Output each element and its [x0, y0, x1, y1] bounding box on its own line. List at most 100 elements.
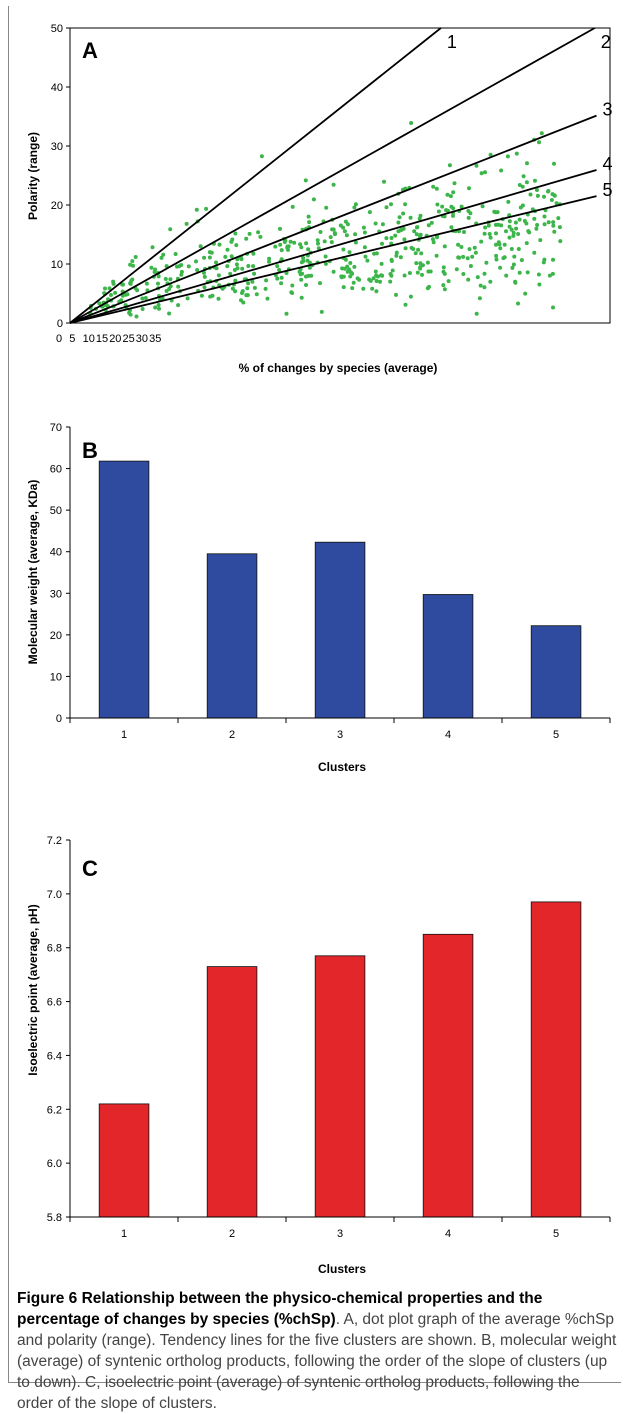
panel-b-letter: B — [82, 438, 98, 463]
panel-a-point — [513, 279, 518, 284]
panel-a-point — [240, 291, 244, 295]
panel-a-y-tick-label: 40 — [51, 82, 63, 94]
panel-a-point — [365, 258, 370, 263]
panel-a-point — [223, 254, 228, 259]
panel-a-point — [479, 239, 484, 244]
panel-b-y-tick-label: 10 — [50, 671, 62, 683]
panel-a-point — [418, 265, 423, 270]
panel-b-bar — [314, 541, 366, 719]
panel-a-point — [204, 206, 209, 211]
panel-a-point — [466, 215, 471, 220]
panel-a-point — [168, 227, 173, 232]
panel-a-point — [454, 267, 459, 272]
panel-a-point — [156, 274, 161, 279]
panel-a-point — [199, 293, 204, 298]
panel-a-point — [524, 241, 529, 246]
panel-a-point — [157, 306, 161, 311]
panel-a-point — [557, 225, 562, 230]
panel-a-point — [504, 229, 508, 234]
panel-b-y-tick-label: 60 — [50, 464, 62, 476]
panel-a-x-tick-label: 10 — [83, 333, 95, 345]
panel-c-x-tick-label: 5 — [553, 1228, 559, 1240]
panel-a-point — [499, 168, 504, 173]
panel-a-point — [507, 224, 512, 229]
panel-a-point — [186, 264, 191, 269]
panel-a-point — [509, 227, 514, 232]
panel-a-point — [297, 269, 302, 274]
panel-b-x-tick-label: 3 — [337, 729, 343, 741]
panel-a-point — [451, 190, 456, 195]
panel-b-x-tick-label: 1 — [121, 729, 127, 741]
panel-a-point — [247, 231, 252, 236]
panel-a-point — [275, 264, 280, 269]
panel-a-point — [311, 197, 316, 202]
panel-a-point — [512, 254, 517, 259]
panel-a-point — [467, 247, 472, 252]
panel-a-point — [477, 296, 482, 301]
panel-a-point — [217, 242, 222, 247]
panel-c-y-tick-label: 6.0 — [47, 1158, 62, 1170]
panel-a-trend-line-label: 5 — [603, 180, 613, 200]
panel-a-point — [418, 232, 423, 237]
panel-a-point — [246, 264, 251, 268]
panel-a-point — [394, 292, 398, 297]
panel-a-point — [382, 179, 386, 184]
panel-a-point — [254, 292, 259, 297]
panel-a-point — [542, 214, 547, 219]
panel-a-point — [507, 235, 512, 240]
panel-a-point — [279, 281, 284, 286]
panel-a-point — [131, 263, 135, 268]
panel-a-point — [535, 188, 539, 192]
panel-a-point — [246, 281, 251, 286]
panel-c-x-tick-label: 4 — [445, 1228, 451, 1240]
panel-a-trend-line-label: 4 — [603, 154, 613, 174]
panel-b-bar-chart: B Molecular weight (average, KDa) Cluste… — [26, 422, 611, 774]
panel-a-point — [505, 154, 510, 159]
panel-a-point — [351, 280, 356, 285]
panel-a-point — [362, 230, 367, 235]
panel-a-point — [435, 202, 440, 207]
panel-a-point — [119, 298, 124, 303]
panel-a-point — [315, 238, 320, 243]
panel-a-point — [244, 236, 249, 241]
panel-a-point — [216, 296, 221, 301]
panel-a-point — [350, 286, 355, 291]
panel-a-point — [442, 287, 447, 292]
panel-a-point — [176, 303, 181, 308]
panel-a-point — [478, 283, 483, 288]
panel-a-point — [125, 292, 130, 297]
panel-a-point — [493, 210, 498, 215]
panel-a-point — [416, 247, 421, 252]
panel-a-point — [474, 163, 479, 168]
panel-a-point — [389, 202, 393, 207]
panel-a-point — [353, 232, 358, 237]
panel-a-point — [344, 233, 349, 238]
panel-a-point — [494, 253, 499, 258]
panel-a-point — [449, 204, 454, 209]
panel-a-point — [275, 276, 280, 281]
panel-a-point — [536, 272, 541, 277]
panel-a-point — [299, 260, 304, 265]
panel-a-point — [513, 220, 518, 225]
panel-a-point — [225, 247, 230, 252]
panel-a-point — [113, 290, 118, 295]
panel-a-point — [233, 231, 238, 236]
panel-a-point — [510, 265, 515, 270]
panel-a-point — [156, 281, 160, 286]
panel-a-point — [316, 241, 320, 246]
panel-a-point — [398, 228, 403, 233]
panel-a-point — [380, 241, 384, 246]
panel-a-point — [245, 286, 250, 291]
panel-a-point — [216, 273, 221, 278]
panel-a-point — [434, 253, 439, 258]
panel-a-point — [532, 250, 537, 255]
panel-c-bar — [98, 1103, 150, 1218]
panel-a-point — [304, 241, 309, 246]
panel-a-point — [380, 222, 385, 227]
panel-a-point — [202, 270, 206, 275]
panel-a-point — [290, 291, 295, 295]
panel-a-point — [332, 231, 337, 236]
panel-a-point — [343, 219, 348, 224]
panel-a-point — [462, 230, 466, 234]
panel-a-point — [361, 286, 366, 291]
